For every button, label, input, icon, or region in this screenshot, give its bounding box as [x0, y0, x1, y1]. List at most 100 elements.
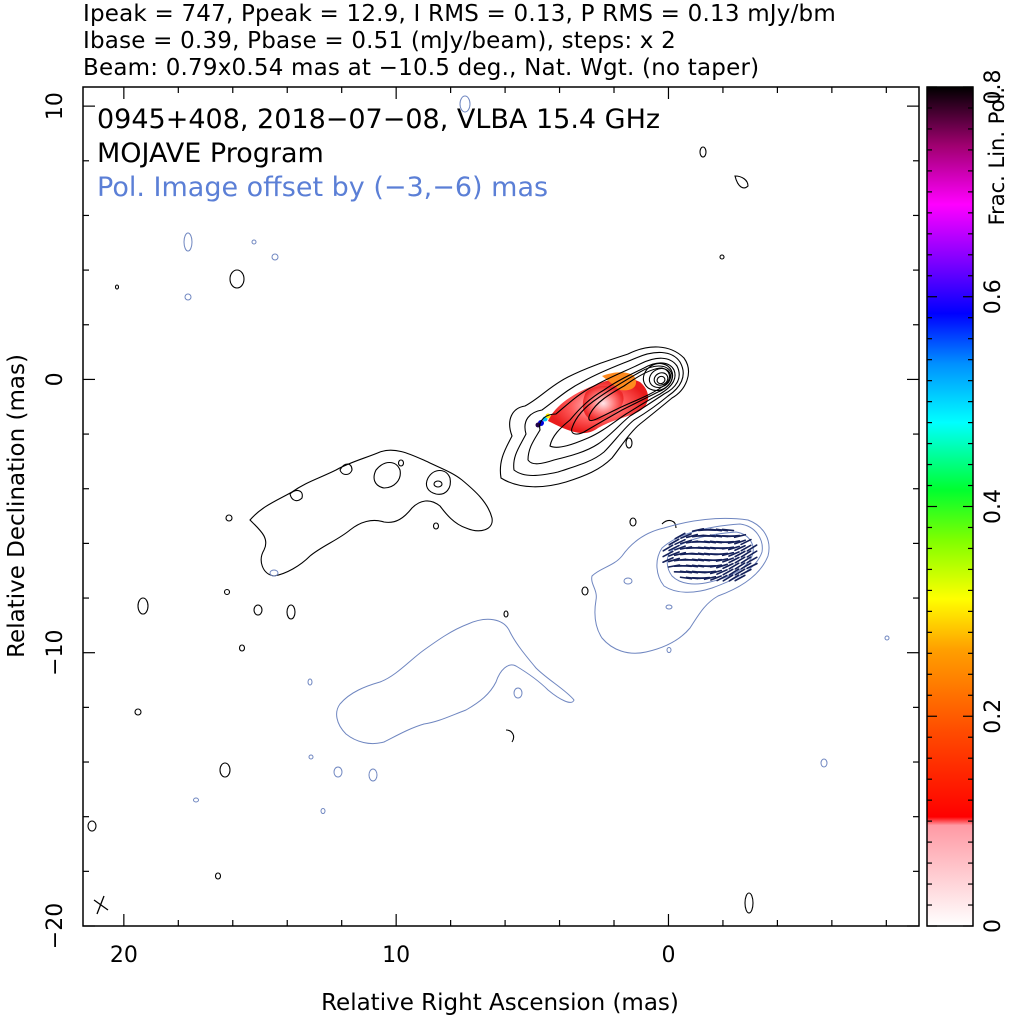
noise-contour: [744, 892, 754, 914]
evpa-tick: [721, 551, 735, 557]
evpa-tick: [703, 570, 717, 574]
x-axis-title: Relative Right Ascension (mas): [321, 990, 679, 1016]
evpa-tick: [733, 533, 747, 539]
intensity-extended-inner-3: [433, 480, 443, 488]
noise-contour: [661, 519, 677, 529]
evpa-tick: [662, 550, 674, 558]
evpa-tick: [722, 574, 734, 582]
noise-contour: [87, 820, 97, 832]
noise-contour: [229, 269, 245, 289]
y-tick-label: −20: [43, 903, 68, 949]
evpa-tick: [674, 532, 686, 540]
evpa-tick: [727, 540, 741, 544]
evpa-tick: [721, 546, 735, 550]
colorbar-tick-label: 0.6: [981, 279, 1006, 314]
evpa-tick: [740, 556, 752, 564]
header-line-1: Ipeak = 747, Ppeak = 12.9, I RMS = 0.13,…: [83, 1, 836, 27]
noise-contour: [134, 708, 142, 716]
evpa-tick: [734, 562, 746, 570]
intensity-contour-9: [653, 372, 669, 386]
noise-contour: [629, 517, 637, 527]
colorbar-title: Frac. Lin. Pol.: [985, 87, 1009, 225]
evpa-tick: [662, 544, 674, 552]
pol-noise: [513, 687, 523, 699]
evpa-tick: [728, 568, 740, 576]
pol-contour-outer-extended: [336, 618, 575, 745]
evpa-tick: [734, 544, 746, 552]
evpa-tick: [740, 544, 752, 552]
evpa-tick: [721, 528, 735, 532]
intensity-contour-6: [588, 367, 671, 422]
evpa-tick: [668, 538, 680, 546]
noise-contour: [734, 175, 749, 189]
evpa-tick: [703, 575, 717, 581]
pol-noise: [459, 95, 471, 113]
pol-noise: [884, 635, 890, 641]
colorbar-tick-labels: 0 0.2 0.4 0.6 0.8: [981, 70, 1006, 934]
intensity-contours: [87, 146, 754, 914]
pol-contour-3: [666, 531, 754, 585]
noise-contour: [625, 437, 633, 449]
noise-contour: [505, 729, 515, 743]
intensity-extended-inner-1: [373, 461, 401, 489]
evpa-tick: [746, 544, 758, 552]
evpa-tick: [709, 564, 723, 568]
pol-noise: [368, 768, 378, 782]
program-annotation: MOJAVE Program: [97, 138, 324, 169]
evpa-tick: [734, 550, 746, 558]
noise-contour: [238, 644, 246, 652]
evpa-tick: [740, 538, 752, 546]
plot-frame: [82, 86, 920, 927]
pol-noise: [269, 569, 279, 577]
y-tick-label: −10: [43, 629, 68, 675]
evpa-tick: [685, 533, 699, 539]
evpa-tick: [716, 569, 728, 575]
noise-contour: [114, 284, 120, 290]
colorbar-tick-label: 0.2: [981, 699, 1006, 734]
pol-noise: [320, 808, 326, 814]
evpa-vectors: [662, 527, 758, 582]
evpa-tick: [727, 534, 741, 538]
evpa-tick: [734, 568, 746, 576]
pol-noise: [666, 647, 672, 653]
pol-noise: [333, 766, 343, 778]
evpa-tick: [674, 545, 686, 551]
evpa-tick: [740, 562, 752, 570]
evpa-tick: [728, 556, 740, 564]
intensity-contour-10: [656, 375, 666, 385]
intensity-contour-7: [642, 362, 674, 392]
pol-noise: [183, 232, 193, 252]
offset-annotation: Pol. Image offset by (−3,−6) mas: [97, 172, 548, 203]
pol-contour-outer: [591, 517, 770, 654]
evpa-tick: [734, 574, 746, 582]
evpa-tick: [722, 557, 734, 563]
intensity-extended-inner-2: [425, 469, 451, 495]
evpa-tick: [668, 544, 680, 552]
pol-noise: [820, 758, 828, 768]
noise-contour: [397, 459, 405, 467]
evpa-tick: [667, 557, 681, 563]
evpa-tick: [728, 562, 740, 570]
evpa-tick: [680, 533, 692, 539]
evpa-tick: [715, 563, 729, 569]
polarized-intensity-contours: [183, 95, 890, 814]
intensity-contour-4: [549, 362, 676, 448]
colorbar-tick-label: 0.4: [981, 489, 1006, 524]
evpa-tick: [668, 551, 680, 557]
source-annotation: 0945+408, 2018−07−08, VLBA 15.4 GHz: [97, 104, 660, 135]
intensity-extended-inner-5: [289, 489, 303, 502]
evpa-tick: [679, 539, 693, 545]
pol-noise: [308, 754, 314, 760]
intensity-extended-emission: [249, 449, 493, 577]
colorbar-tick-label: 0: [981, 919, 1006, 933]
noise-contour: [503, 610, 509, 618]
evpa-tick: [722, 562, 734, 570]
evpa-tick: [728, 574, 740, 582]
y-axis-title: Relative Declination (mas): [4, 354, 30, 658]
pol-noise: [193, 797, 199, 803]
evpa-tick: [715, 552, 729, 556]
noise-contour: [137, 597, 149, 615]
evpa-tick: [746, 556, 758, 564]
pol-fraction-region-inner: [582, 386, 624, 421]
